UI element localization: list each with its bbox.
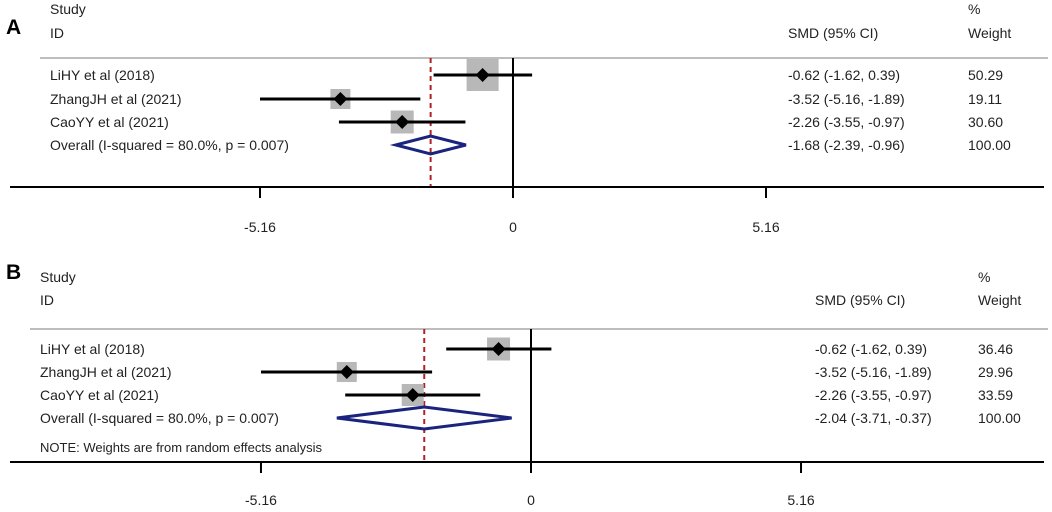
x-tick-label: 5.16 [787, 492, 814, 508]
study-label: LiHY et al (2018) [40, 341, 145, 357]
overall-diamond [389, 134, 467, 156]
header-smd-ci: SMD (95% CI) [815, 292, 905, 308]
header-weight: Weight [978, 292, 1021, 308]
study-label: CaoYY et al (2021) [40, 387, 159, 403]
overall-weight: 100.00 [978, 410, 1021, 426]
overall-label: Overall (I-squared = 80.0%, p = 0.007) [40, 410, 279, 426]
study-ci-text: -2.26 (-3.55, -0.97) [788, 114, 905, 130]
point-estimate-marker [475, 68, 490, 82]
panel-label: B [6, 261, 21, 284]
header-study: Study [50, 1, 86, 17]
overall-ci-text: -1.68 (-2.39, -0.96) [788, 137, 905, 153]
x-tick-label: 5.16 [752, 219, 779, 235]
study-weight: 19.11 [968, 91, 1002, 107]
study-label: CaoYY et al (2021) [50, 114, 169, 130]
study-weight: 33.59 [978, 387, 1013, 403]
point-estimate-marker [395, 115, 410, 129]
study-label: ZhangJH et al (2021) [40, 364, 172, 380]
overall-weight: 100.00 [968, 137, 1011, 153]
overall-label: Overall (I-squared = 80.0%, p = 0.007) [50, 137, 289, 153]
study-ci-text: -3.52 (-5.16, -1.89) [788, 91, 905, 107]
panel-label: A [6, 16, 21, 39]
study-label: LiHY et al (2018) [50, 67, 155, 83]
header-study: Study [40, 269, 76, 285]
study-weight: 30.60 [968, 114, 1003, 130]
point-estimate-marker [333, 92, 348, 106]
header-id: ID [40, 292, 54, 308]
point-estimate-marker [339, 365, 354, 379]
header-smd-ci: SMD (95% CI) [788, 25, 878, 41]
overall-diamond [336, 405, 512, 431]
header-weight: Weight [968, 25, 1011, 41]
study-weight: 36.46 [978, 341, 1013, 357]
header-percent: % [968, 1, 980, 17]
study-weight: 50.29 [968, 67, 1003, 83]
point-estimate-marker [405, 388, 420, 402]
header-percent: % [978, 269, 990, 285]
header-id: ID [50, 25, 64, 41]
study-ci-text: -2.26 (-3.55, -0.97) [815, 387, 932, 403]
overall-ci-text: -2.04 (-3.71, -0.37) [815, 410, 932, 426]
study-label: ZhangJH et al (2021) [50, 91, 182, 107]
study-ci-text: -3.52 (-5.16, -1.89) [815, 364, 932, 380]
study-ci-text: -0.62 (-1.62, 0.39) [788, 67, 900, 83]
x-tick-label: -5.16 [245, 492, 277, 508]
x-tick-label: 0 [509, 219, 517, 235]
study-ci-text: -0.62 (-1.62, 0.39) [815, 341, 927, 357]
x-tick-label: -5.16 [244, 219, 276, 235]
study-weight: 29.96 [978, 364, 1013, 380]
footnote: NOTE: Weights are from random effects an… [40, 440, 323, 455]
point-estimate-marker [491, 342, 506, 356]
x-tick-label: 0 [527, 492, 535, 508]
